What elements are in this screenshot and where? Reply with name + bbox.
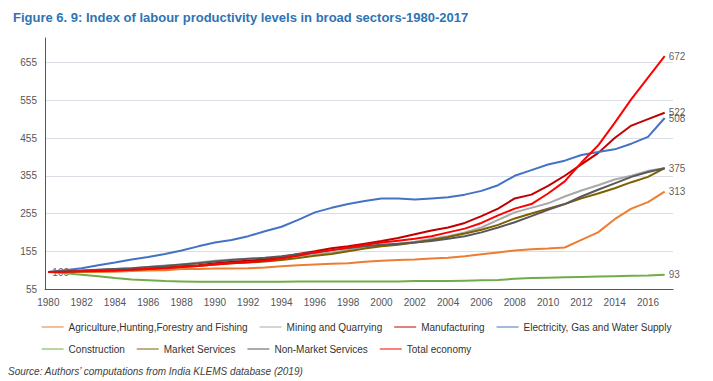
svg-text:1990: 1990	[204, 297, 227, 308]
svg-text:508: 508	[669, 113, 686, 124]
svg-text:455: 455	[20, 133, 37, 144]
svg-text:1996: 1996	[304, 297, 327, 308]
svg-text:255: 255	[20, 208, 37, 219]
svg-text:2010: 2010	[537, 297, 560, 308]
svg-text:355: 355	[20, 170, 37, 181]
svg-text:2004: 2004	[437, 297, 460, 308]
svg-text:1998: 1998	[337, 297, 360, 308]
svg-text:375: 375	[669, 163, 686, 174]
svg-text:155: 155	[20, 246, 37, 257]
svg-text:Figure 6. 9: Index of labour p: Figure 6. 9: Index of labour productivit…	[13, 10, 468, 25]
svg-text:1982: 1982	[71, 297, 94, 308]
svg-text:93: 93	[669, 269, 681, 280]
svg-text:Agriculture,Hunting,Forestry a: Agriculture,Hunting,Forestry and Fishing	[69, 322, 248, 333]
svg-text:2000: 2000	[370, 297, 393, 308]
svg-text:2016: 2016	[637, 297, 660, 308]
svg-text:1994: 1994	[270, 297, 293, 308]
svg-text:1986: 1986	[137, 297, 160, 308]
svg-text:555: 555	[20, 95, 37, 106]
svg-text:1988: 1988	[170, 297, 193, 308]
svg-text:Non-Market Services: Non-Market Services	[274, 344, 367, 355]
svg-text:Source: Authors’ computations: Source: Authors’ computations from India…	[8, 366, 303, 377]
svg-text:672: 672	[669, 51, 686, 62]
svg-text:55: 55	[26, 284, 38, 295]
svg-text:Electricity, Gas and Water Sup: Electricity, Gas and Water Supply	[524, 322, 672, 333]
svg-text:Total economy: Total economy	[407, 344, 471, 355]
svg-text:100: 100	[52, 266, 69, 278]
svg-text:Construction: Construction	[69, 344, 125, 355]
svg-text:2008: 2008	[504, 297, 527, 308]
svg-text:655: 655	[20, 57, 37, 68]
svg-text:2006: 2006	[470, 297, 493, 308]
svg-text:Mining and Quarrying: Mining and Quarrying	[287, 322, 383, 333]
svg-text:2012: 2012	[570, 297, 593, 308]
svg-text:1980: 1980	[37, 297, 60, 308]
svg-text:2002: 2002	[404, 297, 427, 308]
svg-text:Market Services: Market Services	[164, 344, 236, 355]
svg-text:1984: 1984	[104, 297, 127, 308]
svg-text:2014: 2014	[604, 297, 627, 308]
svg-text:Manufacturing: Manufacturing	[421, 322, 484, 333]
svg-text:1992: 1992	[237, 297, 260, 308]
svg-text:313: 313	[669, 186, 686, 197]
